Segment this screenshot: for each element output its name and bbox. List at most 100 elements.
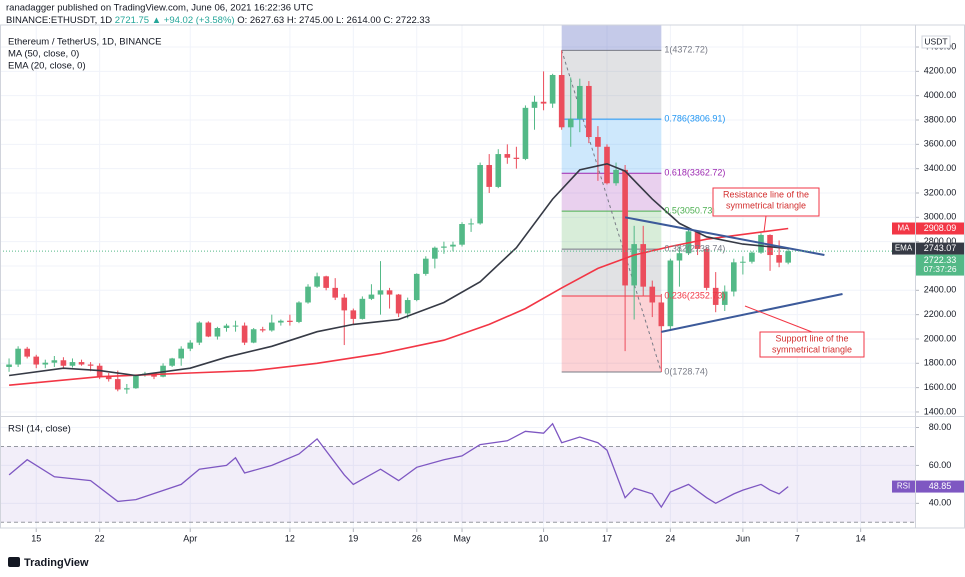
candle-body bbox=[658, 302, 665, 327]
candle-body bbox=[341, 297, 348, 311]
y-tick-label: 2000.00 bbox=[924, 333, 957, 343]
x-tick-label: 10 bbox=[539, 533, 549, 543]
symbol: BINANCE:ETHUSDT, 1D bbox=[6, 15, 112, 26]
candle-body bbox=[586, 85, 592, 138]
tag-name-box bbox=[892, 480, 915, 493]
candle-body bbox=[323, 276, 329, 288]
candle-body bbox=[495, 154, 502, 187]
candle-body bbox=[395, 294, 402, 314]
tag-name-box bbox=[892, 222, 915, 235]
y-tick-label: 4200.00 bbox=[924, 66, 957, 76]
candle-body bbox=[712, 287, 719, 305]
author-line: ranadagger published on TradingView.com,… bbox=[6, 3, 313, 14]
candle-body bbox=[296, 302, 302, 322]
candle-body bbox=[731, 262, 737, 292]
x-tick-label: Apr bbox=[183, 533, 197, 543]
candle-body bbox=[368, 294, 375, 299]
candle-body bbox=[314, 276, 320, 287]
candle-body bbox=[468, 223, 474, 225]
change: ▲ +94.02 (+3.58%) bbox=[152, 15, 235, 26]
unit-label: USDT bbox=[924, 36, 947, 46]
candle-body bbox=[450, 244, 456, 247]
tag-name-box bbox=[892, 242, 915, 255]
fib-label: 1(4372.72) bbox=[664, 45, 708, 55]
candle-body bbox=[51, 360, 58, 363]
candle-body bbox=[622, 169, 628, 286]
candle-body bbox=[377, 290, 384, 295]
note-text: Resistance line of the bbox=[723, 189, 809, 199]
candle-body bbox=[531, 101, 538, 108]
candle-body bbox=[604, 146, 610, 184]
x-tick-label: 12 bbox=[285, 533, 295, 543]
y-tick-label: 3800.00 bbox=[924, 114, 957, 124]
candle-body bbox=[640, 244, 647, 287]
indicator-line bbox=[9, 227, 789, 386]
candle-body bbox=[33, 356, 40, 365]
note-text: Support line of the bbox=[775, 333, 848, 343]
candle-body bbox=[241, 325, 248, 343]
trendline bbox=[624, 216, 825, 257]
price-tag bbox=[916, 254, 964, 276]
y-tick-label: 4000.00 bbox=[924, 90, 957, 100]
price-tag-label: 2743.07 bbox=[924, 243, 957, 253]
axis-layer: 1400.00 1600.00 1800.00 2000.00 2200.00 2400.… bbox=[8, 35, 964, 543]
rsi-line bbox=[8, 422, 789, 509]
candle-body bbox=[486, 165, 493, 187]
price-tag bbox=[916, 222, 964, 235]
candle-body bbox=[87, 364, 94, 366]
lines-layer bbox=[8, 162, 789, 386]
y-tick-label: 60.00 bbox=[929, 460, 952, 470]
fib-label: 0.618(3362.72) bbox=[664, 168, 725, 178]
candle-body bbox=[78, 362, 85, 365]
candle-body bbox=[721, 291, 728, 305]
chart-title: Ethereum / TetherUS, 1D, BINANCE bbox=[8, 37, 161, 48]
fib-zone bbox=[561, 50, 662, 120]
y-tick-label: 2400.00 bbox=[924, 285, 957, 295]
unit-box bbox=[921, 35, 951, 49]
y-tick-label: 2200.00 bbox=[924, 309, 957, 319]
logo-icon bbox=[8, 557, 20, 567]
fib-label: 0.786(3806.91) bbox=[664, 114, 725, 124]
countdown: 07:37:26 bbox=[923, 264, 956, 274]
x-tick-label: 15 bbox=[31, 533, 41, 543]
fib-layer bbox=[561, 25, 662, 373]
rsi-band bbox=[0, 446, 915, 523]
y-tick-label: 3200.00 bbox=[924, 187, 957, 197]
brand: TradingView bbox=[24, 557, 89, 569]
note-pointer bbox=[744, 305, 813, 333]
candle-body bbox=[386, 290, 393, 295]
x-tick-label: 14 bbox=[856, 533, 866, 543]
candle-body bbox=[749, 252, 755, 262]
rsi-layer bbox=[0, 422, 915, 523]
note-text: symmetrical triangle bbox=[772, 344, 852, 354]
candle-body bbox=[15, 348, 21, 365]
y-tick-label: 3000.00 bbox=[924, 212, 957, 222]
fib-zone bbox=[561, 119, 662, 174]
x-tick-label: 22 bbox=[95, 533, 105, 543]
x-tick-label: 19 bbox=[348, 533, 358, 543]
brand-logo: TradingView bbox=[8, 557, 89, 569]
fib-zone bbox=[561, 249, 662, 297]
candle-body bbox=[223, 325, 230, 329]
candle-body bbox=[776, 255, 782, 263]
candle-body bbox=[703, 248, 710, 288]
candle-body bbox=[169, 358, 175, 366]
x-tick-label: 7 bbox=[795, 533, 800, 543]
fib-label: 0.5(3050.73) bbox=[664, 206, 715, 216]
candle-body bbox=[60, 360, 67, 366]
y-tick-label: 3400.00 bbox=[924, 163, 957, 173]
candle-body bbox=[558, 74, 565, 128]
note-text: symmetrical triangle bbox=[726, 200, 806, 210]
rsi-title: RSI (14, close) bbox=[8, 424, 71, 435]
tag-name: RSI bbox=[897, 482, 910, 491]
candle-body bbox=[350, 310, 357, 319]
fib-label: 0(1728.74) bbox=[664, 366, 708, 376]
candle-body bbox=[576, 85, 583, 119]
candle-body bbox=[6, 364, 12, 367]
candle-body bbox=[422, 258, 429, 274]
candle-body bbox=[740, 261, 746, 263]
candle-body bbox=[268, 322, 275, 331]
candle-body bbox=[694, 231, 701, 249]
legend-entry: EMA (20, close, 0) bbox=[8, 61, 86, 72]
candle-body bbox=[441, 246, 447, 248]
